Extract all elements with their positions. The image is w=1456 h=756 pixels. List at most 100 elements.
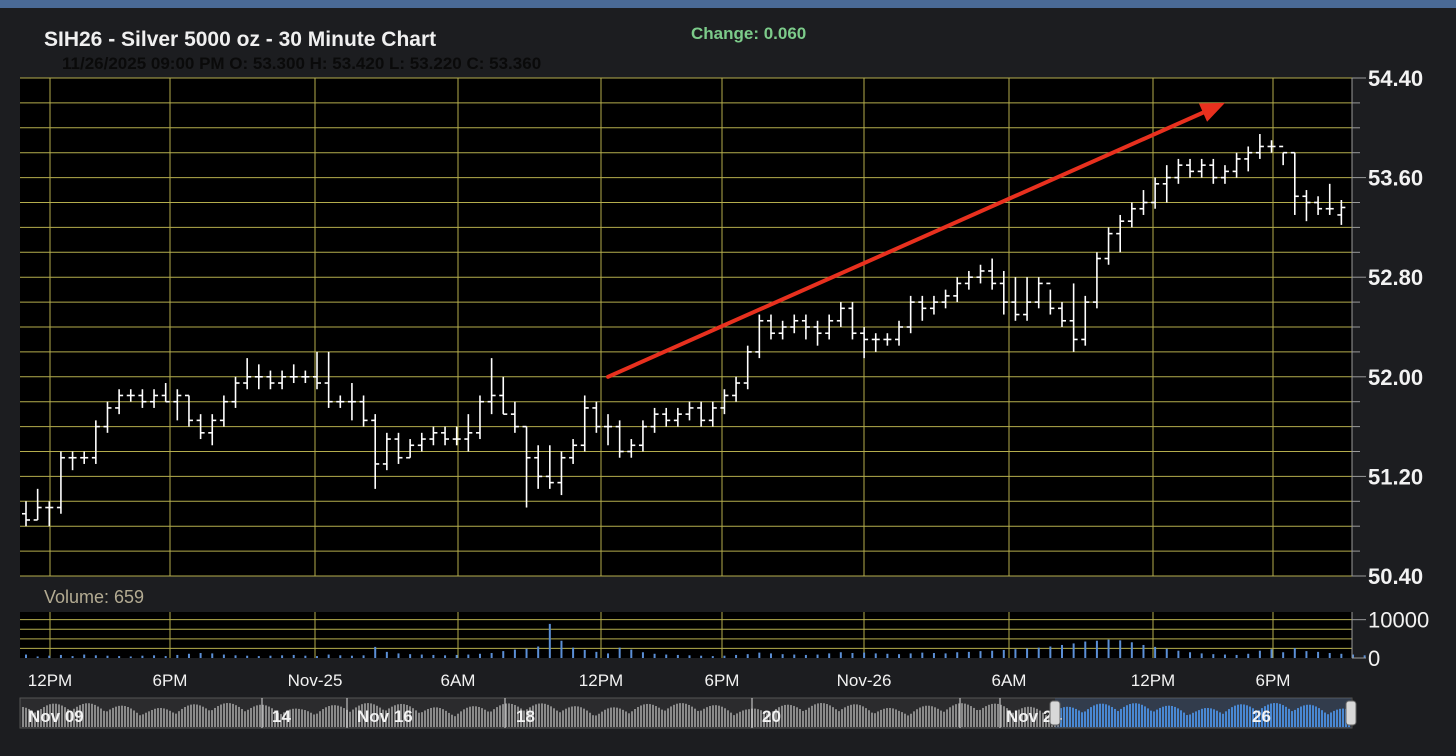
navigator-volume-bar [187,705,189,727]
navigator-volume-bar [1336,709,1338,727]
navigator-volume-bar [916,709,918,727]
navigator-volume-bar [406,704,408,727]
ohlc-bar [254,364,263,390]
navigator-volume-bar [682,703,684,727]
ohlc-bar [580,395,589,452]
ohlc-bar [545,445,554,489]
navigator-volume-bar [712,705,714,727]
navigator-volume-bar [265,705,267,727]
navigator-volume-bar [1198,710,1200,727]
ohlc-bar [929,295,938,315]
navigator-volume-bar [289,709,291,727]
ohlc-bar [464,414,473,452]
navigator-volume-bar [1009,710,1011,727]
ohlc-bar [371,414,380,489]
navigator-volume-bar [163,708,165,727]
navigator-volume-bar [457,713,459,727]
navigator-volume-bar [1279,703,1281,727]
navigator-volume-bar [865,708,867,727]
navigator-volume-bar [1126,705,1128,727]
navigator-right-handle[interactable] [1345,700,1357,726]
navigator-volume-bar [211,710,213,727]
navigator-volume-bar [1108,705,1110,727]
navigator-volume-bar [292,708,294,727]
navigator-volume-bar [226,703,228,727]
ohlc-bar [1337,200,1346,225]
volume-y-ticks: 10000 0 [1352,608,1429,671]
price-y-tick-label: 51.20 [1368,464,1423,489]
ohlc-bar [510,401,519,433]
navigator-left-handle[interactable] [1049,700,1061,726]
ohlc-bar [68,451,77,471]
navigator-volume-bar [1084,711,1086,727]
navigator-volume-bar [79,705,81,727]
navigator-volume-bar [733,715,735,727]
navigator-volume-bar [298,708,300,727]
ohlc-bar [627,439,636,458]
navigator-volume-bar [1006,708,1008,727]
navigator-volume-bar [421,712,423,727]
ohlc-bar [441,426,450,446]
navigator-volume-bar [1060,708,1062,727]
ohlc-bar [1174,158,1183,184]
ohlc-bar [1325,183,1334,215]
navigator-volume-bar [697,710,699,727]
navigator-volume-bar [1321,710,1323,727]
ohlc-bar [1255,134,1264,159]
navigator-volume-bar [1156,709,1158,727]
navigator-volume-bar [784,704,786,727]
navigator-volume-bar [1231,707,1233,727]
navigator-volume-bar [331,705,333,727]
navigator-volume-bar [964,703,966,727]
navigator-volume-bar [535,704,537,727]
navigator-volume-bar [424,710,426,727]
ohlc-bar [685,401,694,421]
navigator-volume-bar [439,708,441,727]
navigator-volume-bar [544,703,546,727]
ohlc-bar [790,314,799,334]
navigator-selection[interactable] [1055,698,1351,728]
navigator-volume-bar [1087,709,1089,727]
navigator-volume-bar [73,708,75,727]
navigator-volume-bar [400,703,402,727]
navigator-volume-bar [577,706,579,727]
navigator-volume-bar [832,707,834,727]
navigator-volume-bar [1267,704,1269,727]
navigator-volume-bar [1105,704,1107,727]
navigator-volume-bar [1303,705,1305,727]
navigator-volume-bar [727,710,729,727]
ohlc-bar [475,395,484,440]
navigator-volume-bar [358,705,360,727]
navigator-volume-bar [643,704,645,727]
navigator-volume-bar [418,712,420,727]
ohlc-bar [1220,165,1229,184]
navigator-volume-bar [517,706,519,727]
navigator-volume-bar [928,705,930,727]
navigator-volume-bar [610,707,612,727]
navigator-volume-bar [109,709,111,727]
navigator-volume-bar [385,710,387,727]
navigator-volume-bar [568,707,570,727]
ohlc-bar [1302,190,1311,222]
navigator-volume-bar [622,709,624,727]
navigator-volume-bar [409,706,411,727]
navigator-volume-bar [691,706,693,727]
navigator-volume-bar [616,707,618,727]
navigator-volume-bar [754,708,756,727]
navigator-volume-bar [445,710,447,727]
ohlc-bar [557,451,566,496]
navigator-volume-bar [826,704,828,727]
navigator-volume-bar [1258,710,1260,727]
navigator-volume-bar [1243,704,1245,727]
navigator-volume-bar [631,711,633,727]
navigator-volume-bar [352,709,354,727]
price-y-tick-label: 53.60 [1368,166,1423,191]
navigator-volume-bar [946,709,948,727]
navigator-volume-bar [664,710,666,727]
navigator-volume-bar [259,704,261,727]
navigator-volume-bar [1048,716,1050,727]
navigator-volume-bar [268,706,270,727]
navigator-volume-bar [280,714,282,727]
navigator-volume-bar [241,708,243,727]
